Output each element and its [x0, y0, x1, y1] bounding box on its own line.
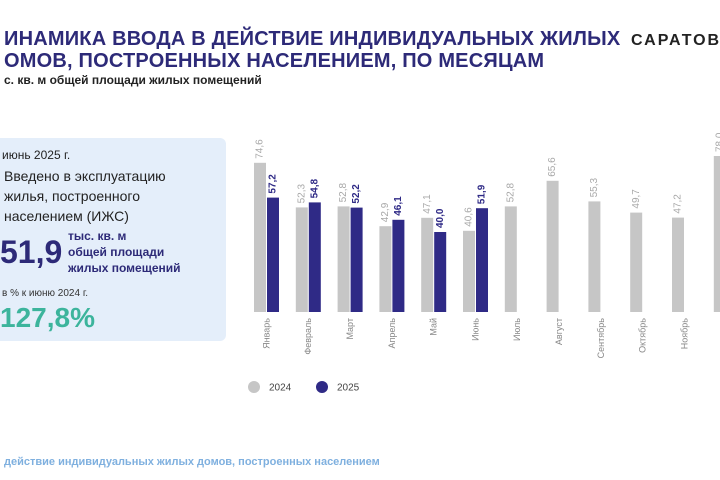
card-unit: жилых помещений: [68, 261, 181, 275]
bar: [476, 208, 488, 312]
bar: [630, 212, 643, 312]
bar: [350, 207, 363, 312]
value-label: 55,3: [589, 177, 600, 197]
value-label: 52,8: [338, 182, 349, 202]
card-value: 51,9: [0, 234, 63, 270]
x-tick-label: Июнь: [470, 318, 480, 341]
value-label: 46,1: [393, 196, 404, 216]
bar: [337, 206, 350, 312]
value-label: 54,8: [309, 178, 320, 198]
legend-label: 2025: [337, 383, 360, 394]
bar: [267, 197, 279, 312]
card-unit: тыс. кв. м: [68, 229, 127, 243]
value-label: 40,0: [435, 208, 446, 228]
bar: [672, 217, 684, 312]
value-label: 52,2: [351, 184, 362, 204]
legend-swatch: [248, 381, 260, 393]
bar: [295, 207, 308, 312]
value-label: 65,6: [547, 157, 558, 177]
x-tick-label: Июль: [512, 318, 522, 341]
value-label: 57,2: [268, 174, 279, 194]
value-label: 51,9: [477, 184, 488, 204]
bar: [463, 230, 475, 312]
x-tick-label: Январь: [261, 318, 271, 349]
card-text: Введено в эксплуатацию: [4, 168, 166, 184]
x-tick-label: Октябрь: [638, 318, 648, 353]
x-tick-label: Февраль: [303, 318, 313, 355]
x-tick-label: Апрель: [387, 318, 397, 349]
value-label: 42,9: [380, 202, 391, 222]
value-label: 47,1: [422, 194, 433, 214]
bar: [254, 162, 266, 312]
bar: [434, 232, 447, 312]
value-label: 74,6: [255, 139, 266, 159]
bar: [392, 219, 405, 312]
bar: [588, 201, 601, 312]
compare-label: в % к июню 2024 г.: [2, 288, 89, 299]
info-card: [0, 138, 226, 341]
title-line: ОМОВ, ПОСТРОЕННЫХ НАСЕЛЕНИЕМ, ПО МЕСЯЦАМ: [4, 50, 545, 72]
value-label: 47,2: [673, 194, 684, 214]
x-tick-label: Март: [345, 318, 355, 340]
card-unit: общей площади: [68, 245, 165, 259]
title-line: ИНАМИКА ВВОДА В ДЕЙСТВИЕ ИНДИВИДУАЛЬНЫХ …: [4, 28, 621, 50]
compare-value: 127,8%: [0, 302, 95, 333]
value-label: 52,8: [505, 182, 516, 202]
legend-swatch: [316, 381, 328, 393]
bar: [713, 156, 720, 312]
card-text: жилья, построенного: [4, 188, 140, 204]
card-period: июнь 2025 г.: [2, 148, 71, 162]
x-tick-label: Август: [554, 318, 564, 345]
brand: САРАТОВС: [631, 32, 720, 49]
bar: [308, 202, 321, 312]
bar: [421, 217, 434, 312]
value-label: 78,0: [714, 132, 720, 152]
bar: [504, 206, 517, 312]
value-label: 52,3: [296, 183, 307, 203]
x-tick-label: Ноябрь: [679, 318, 689, 350]
value-label: 40,6: [464, 207, 475, 227]
bar: [546, 180, 559, 312]
x-tick-label: Сентябрь: [596, 318, 606, 359]
card-text: населением (ИЖС): [4, 208, 129, 224]
bar: [379, 226, 392, 312]
footer: действие индивидуальных жилых домов, пос…: [4, 456, 380, 468]
legend-label: 2024: [269, 383, 292, 394]
value-label: 49,7: [631, 189, 642, 209]
subtitle: с. кв. м общей площади жилых помещений: [4, 73, 262, 87]
x-tick-label: Май: [429, 318, 439, 336]
